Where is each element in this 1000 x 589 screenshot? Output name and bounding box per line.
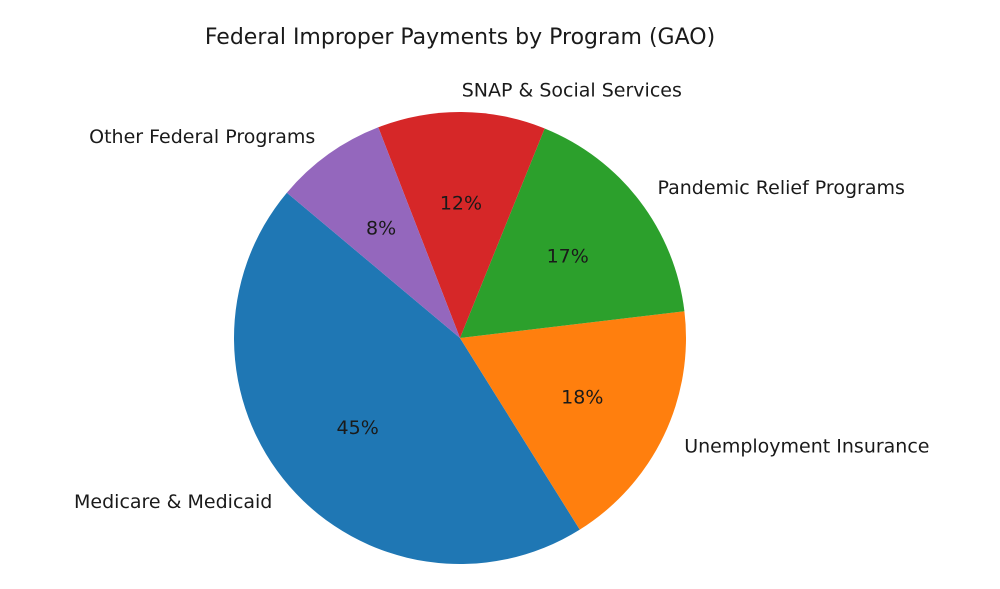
- slice-percent: 18%: [561, 387, 603, 409]
- slice-label: Pandemic Relief Programs: [657, 177, 904, 199]
- chart-title: Federal Improper Payments by Program (GA…: [205, 25, 715, 50]
- slice-label: SNAP & Social Services: [462, 79, 682, 101]
- pie-slices: [234, 112, 687, 565]
- pie-slice-pandemic-relief-programs: [460, 128, 685, 338]
- slice-percent: 12%: [440, 192, 482, 214]
- slice-percent: 8%: [366, 218, 396, 240]
- pie-slice-unemployment-insurance: [460, 311, 687, 530]
- slice-percent: 45%: [337, 417, 379, 439]
- pie-slice-snap-social-services: [378, 112, 545, 339]
- pie-slice-medicare-medicaid: [234, 192, 580, 565]
- slice-labels: 45% Medicare & Medicaid 18% Unemployment In…: [74, 79, 929, 513]
- slice-label: Medicare & Medicaid: [74, 491, 272, 513]
- slice-label: Other Federal Programs: [89, 126, 315, 148]
- slice-percent: 17%: [547, 246, 589, 268]
- slice-label: Unemployment Insurance: [684, 435, 929, 457]
- pie-slice-other-federal-programs: [286, 127, 460, 338]
